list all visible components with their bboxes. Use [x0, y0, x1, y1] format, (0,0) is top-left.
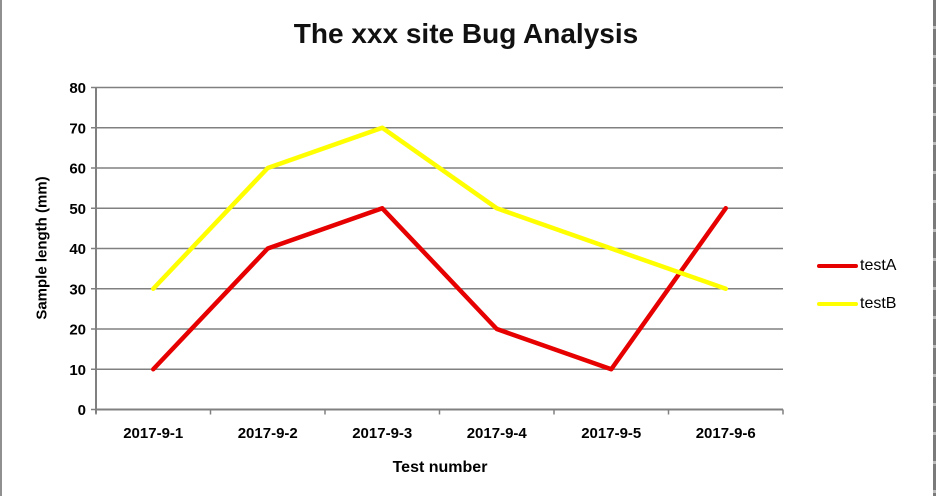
- x-tick-label: 2017-9-1: [123, 425, 183, 442]
- series-line-testB: [151, 125, 728, 291]
- legend-label: testA: [860, 257, 897, 274]
- x-tick-label: 2017-9-5: [581, 425, 641, 442]
- x-tick-label: 2017-9-6: [696, 425, 756, 442]
- legend-item-testB: testB: [817, 285, 896, 323]
- series-line-testA: [151, 206, 728, 372]
- legend-swatch-testB: [817, 301, 858, 307]
- y-tick-label: 60: [69, 161, 86, 178]
- legend-swatch-testA: [817, 263, 858, 269]
- window-left-border: [0, 0, 2, 496]
- x-tick-label: 2017-9-4: [467, 425, 528, 442]
- chart-title: The xxx site Bug Analysis: [293, 18, 639, 49]
- window-right-border: [933, 0, 936, 496]
- y-tick-label: 40: [69, 241, 86, 258]
- x-tick-label: 2017-9-2: [238, 425, 298, 442]
- legend: testA testB: [817, 247, 896, 323]
- x-axis-title: Test number: [392, 459, 488, 476]
- x-tick-label: 2017-9-3: [352, 425, 412, 442]
- y-tick-label: 70: [69, 120, 86, 137]
- legend-label: testB: [860, 295, 897, 312]
- y-tick-label: 20: [69, 322, 86, 339]
- y-tick-label: 30: [69, 281, 86, 298]
- y-tick-label: 0: [78, 402, 86, 419]
- y-tick-label: 80: [69, 80, 86, 97]
- y-tick-label: 50: [69, 201, 86, 218]
- legend-item-testA: testA: [817, 247, 896, 285]
- y-tick-label: 10: [69, 362, 86, 379]
